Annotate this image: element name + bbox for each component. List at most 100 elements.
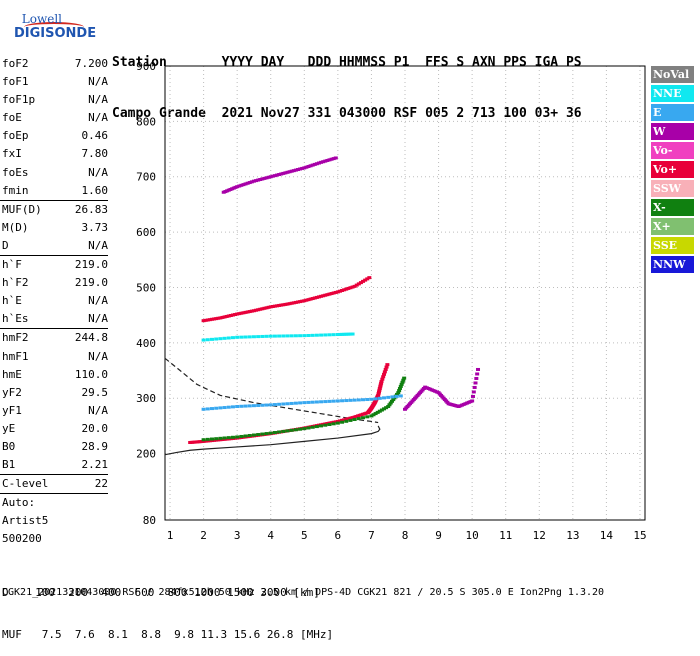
echo-point <box>216 438 221 442</box>
echo-point <box>390 395 395 399</box>
echo-point <box>277 334 282 338</box>
echo-point <box>251 404 256 408</box>
echo-point <box>277 402 282 406</box>
echo-point <box>475 372 480 376</box>
param-value: 219.0 <box>74 276 108 290</box>
echo-point <box>310 333 315 337</box>
echo-point <box>205 407 210 411</box>
param-name: h`E <box>2 294 22 308</box>
param-separator <box>0 328 108 330</box>
echo-point <box>352 284 357 288</box>
echo-point <box>264 334 269 338</box>
echo-point <box>222 315 227 319</box>
echo-point <box>235 312 240 316</box>
param-value: N/A <box>88 294 108 308</box>
echo-point <box>283 302 288 306</box>
echo-point <box>340 332 345 336</box>
echo-point <box>228 437 233 441</box>
echo-point <box>316 161 321 165</box>
echo-point <box>241 311 246 315</box>
echo-point <box>270 174 275 178</box>
echo-point <box>289 334 294 338</box>
echo-point <box>258 307 263 311</box>
echo-point <box>402 376 407 380</box>
echo-point <box>237 184 242 188</box>
echo-point <box>348 418 353 422</box>
param-value: 244.8 <box>74 331 108 345</box>
echo-point <box>300 299 305 303</box>
echo-point <box>300 166 305 170</box>
echo-point <box>396 391 401 395</box>
echo-point <box>275 431 280 435</box>
echo-point <box>375 410 380 414</box>
x-tick-label: 14 <box>600 529 614 542</box>
echo-point <box>279 430 284 434</box>
echo-point <box>335 419 340 423</box>
echo-point <box>344 399 349 403</box>
echo-point <box>304 165 309 169</box>
echo-point <box>226 405 231 409</box>
param-row: 500200 <box>0 530 111 548</box>
echo-point <box>302 299 307 303</box>
echo-point <box>209 317 214 321</box>
echo-point <box>361 398 366 402</box>
echo-point <box>260 432 265 436</box>
param-value: 110.0 <box>74 367 108 381</box>
echo-point <box>323 400 328 404</box>
echo-point <box>289 169 294 173</box>
echo-point <box>235 435 240 439</box>
legend-item-x: X- <box>651 199 694 216</box>
echo-point <box>285 429 290 433</box>
logo-sweep <box>24 22 84 32</box>
echo-point <box>298 401 303 405</box>
echo-point <box>218 316 223 320</box>
param-name: yF2 <box>2 385 22 399</box>
param-name: yF1 <box>2 403 22 417</box>
echo-point <box>344 332 349 336</box>
echo-point <box>346 286 351 290</box>
param-name: h`F <box>2 258 22 272</box>
echo-point <box>310 425 315 429</box>
echo-point <box>272 431 277 435</box>
param-value: N/A <box>88 349 108 363</box>
param-name: fmin <box>2 183 29 197</box>
echo-point <box>376 392 381 396</box>
ionogram-plot: 1 2 3 4 5 6 7 8 9 10 11 12 13 14 158020030040050060070… <box>136 60 646 542</box>
param-row: C-level 22 <box>0 475 111 493</box>
echo-point <box>391 398 396 402</box>
x-tick-label: 7 <box>368 529 375 542</box>
echo-point <box>346 417 351 421</box>
param-row: hmE 110.0 <box>0 366 111 384</box>
echo-point <box>329 421 334 425</box>
legend-item-x: X+ <box>651 218 694 235</box>
nne-band <box>201 332 355 342</box>
param-row: h`Es N/A <box>0 310 111 328</box>
echo-point <box>367 276 372 280</box>
param-value: 1.60 <box>81 183 109 197</box>
echo-point <box>251 179 256 183</box>
echo-point <box>388 401 393 405</box>
x-tick-label: 9 <box>435 529 442 542</box>
echo-point <box>291 428 296 432</box>
echo-point <box>335 399 340 403</box>
param-name: M(D) <box>2 220 29 234</box>
echo-point <box>254 434 259 438</box>
echo-point <box>289 428 294 432</box>
echo-point <box>260 177 265 181</box>
echo-point <box>321 422 326 426</box>
param-name: hmF1 <box>2 349 29 363</box>
param-name: Auto: <box>2 496 36 510</box>
echo-point <box>291 301 296 305</box>
echo-point <box>277 303 282 307</box>
echo-point <box>230 435 235 439</box>
echo-point <box>363 278 368 282</box>
echo-point <box>344 287 349 291</box>
echo-point <box>314 333 319 337</box>
param-value: 22 <box>94 477 108 491</box>
echo-point <box>350 332 355 336</box>
echo-point <box>395 392 400 396</box>
echo-point <box>245 435 250 439</box>
param-row: yF1 N/A <box>0 402 111 420</box>
echo-point <box>275 173 280 177</box>
echo-point <box>268 175 273 179</box>
